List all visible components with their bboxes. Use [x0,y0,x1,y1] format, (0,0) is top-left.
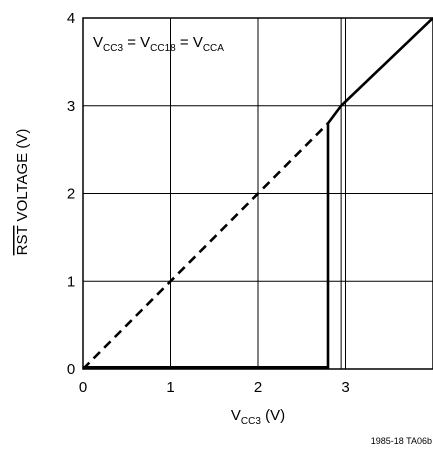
annotation-subscript: CC3 [103,43,123,54]
annotation-part: = V [123,34,150,51]
annotation-text: VCC3 = VCC18 = VCCA [93,34,224,54]
plot-frame [82,17,433,370]
series-group [82,17,433,370]
annotation-subscript: CC18 [150,43,176,54]
series-line-dashed [82,122,329,370]
x-tick-label: 0 [79,379,87,396]
y-tick-label: 2 [67,186,75,203]
y-tick-label: 0 [67,361,75,378]
x-tick-label: 1 [166,379,174,396]
tick-labels: 0 1 2 3 0 1 2 3 4 [67,10,350,396]
annotation-part: V [93,34,103,51]
y-axis-label: RST VOLTAGE (V) [14,129,31,256]
y-tick-label: 4 [67,10,75,27]
y-axis-label-overlined: RST [14,226,31,256]
x-axis-label-unit: (V) [261,407,285,424]
footnote: 1985-18 TA06b [371,436,432,446]
series-line-solid [83,17,433,369]
x-axis-label-main: V [231,407,241,424]
annotation-subscript: CCA [203,43,224,54]
annotation-part: = V [176,34,203,51]
x-tick-label: 2 [254,379,262,396]
x-axis-label-sub: CC3 [241,416,261,427]
y-tick-label: 3 [67,98,75,115]
x-tick-label: 3 [341,379,349,396]
y-axis-label-rest: VOLTAGE (V) [14,129,31,226]
x-axis-label: VCC3 (V) [231,407,285,427]
y-tick-label: 1 [67,273,75,290]
